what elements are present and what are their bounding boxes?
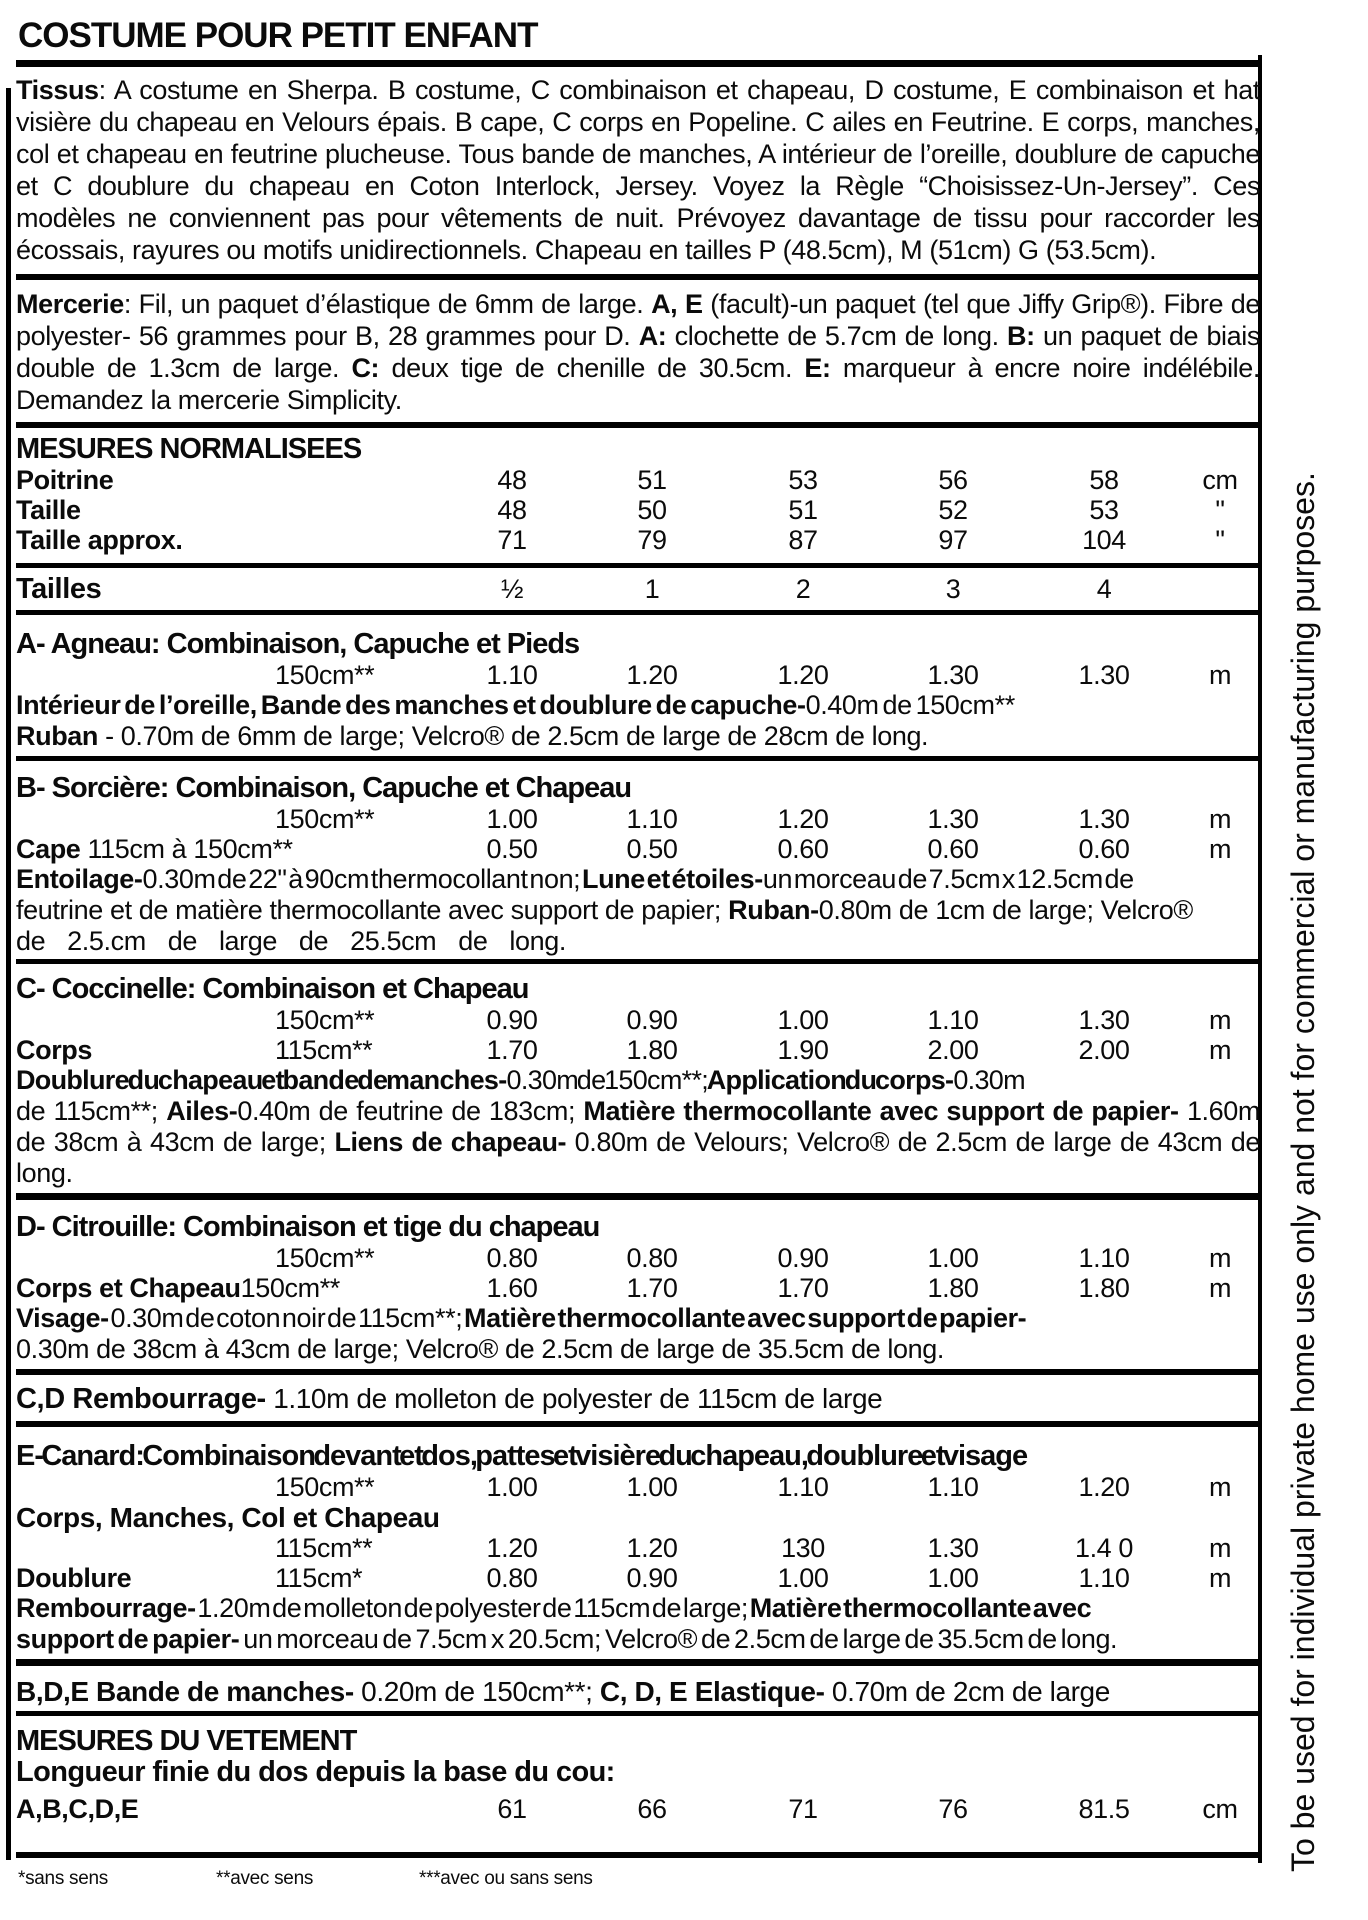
section-d-materials-line-2: 0.30m de 38cm à 43cm de large; Velcro® d… bbox=[16, 1334, 944, 1364]
section-rule bbox=[16, 1193, 1260, 1200]
right-divider-rule bbox=[1258, 55, 1262, 1863]
copyright-sidebar-note: To be used for individual private home u… bbox=[1285, 472, 1321, 1872]
section-a-yardage-row: 150cm** 1.10 1.20 1.20 1.30 1.30 m bbox=[275, 660, 1232, 690]
body-measurements-heading: MESURES NORMALISEES bbox=[16, 433, 362, 465]
footnote-row: *sans sens **avec sens ***avec ou sans s… bbox=[16, 1868, 1260, 1892]
footnote-with-or-without-nap: ***avec ou sans sens bbox=[419, 1868, 593, 1889]
section-c-body-row: Corps 115cm** 1.70 1.80 1.90 2.00 2.00 m bbox=[16, 1035, 1232, 1065]
section-e-subheading: Corps, Manches, Col et Chapeau bbox=[16, 1502, 440, 1533]
section-b-materials-line-2: feutrine et de matière thermocollante av… bbox=[16, 895, 1193, 925]
section-e-yardage-row-1: 150cm** 1.00 1.00 1.10 1.10 1.20 m bbox=[275, 1472, 1232, 1502]
table-row-waist: Taille 48 50 51 52 53 " bbox=[16, 495, 1225, 525]
section-d-yardage-row: 150cm** 0.80 0.80 0.90 1.00 1.10 m bbox=[275, 1243, 1232, 1273]
main-content: COSTUME POUR PETIT ENFANT Tissus: A cost… bbox=[16, 12, 1260, 1892]
section-rule bbox=[16, 1369, 1260, 1375]
section-c-materials-line-1: Doublure du chapeau et bande de manches-… bbox=[16, 1065, 1026, 1095]
section-b-heading: B- Sorcière: Combinaison, Capuche et Cha… bbox=[16, 772, 632, 804]
notions-paragraph: Mercerie: Fil, un paquet d’élastique de … bbox=[16, 289, 1260, 415]
section-rule bbox=[16, 610, 1260, 615]
bde-band-line: B,D,E Bande de manches- 0.20m de 150cm**… bbox=[16, 1676, 1110, 1707]
section-d-body-hat-row: Corps et Chapeau150cm** 1.60 1.70 1.70 1.80 1… bbox=[16, 1273, 1232, 1303]
title-underline bbox=[16, 60, 1260, 67]
section-e-materials-line-1: Rembourrage- 1.20m de molleton de polyes… bbox=[16, 1593, 1092, 1623]
cd-padding-line: C,D Rembourrage- 1.10m de molleton de po… bbox=[16, 1383, 883, 1415]
bottom-rule bbox=[16, 1852, 1260, 1858]
section-a-materials-line-1: Intérieur de l’oreille, Bande des manche… bbox=[16, 690, 1015, 720]
table-row-sizes: Tailles ½ 1 2 3 4 bbox=[16, 573, 1112, 605]
section-c-materials-rest: de 115cm**; Ailes-0.40m de feutrine de 1… bbox=[16, 1096, 1260, 1188]
section-e-lining-row: Doublure 115cm* 0.80 0.90 1.00 1.00 1.10 m bbox=[16, 1563, 1232, 1593]
left-border-rule bbox=[6, 88, 11, 1860]
section-rule bbox=[16, 1421, 1260, 1427]
section-rule bbox=[16, 563, 1260, 568]
section-rule bbox=[16, 1659, 1260, 1666]
section-a-materials-line-2: Ruban - 0.70m de 6mm de large; Velcro® d… bbox=[16, 721, 929, 751]
section-rule bbox=[16, 756, 1260, 761]
section-d-materials-line-1: Visage- 0.30m de coton noir de 115cm**; … bbox=[16, 1303, 1027, 1333]
section-rule bbox=[16, 1711, 1260, 1716]
garment-measurements-heading: MESURES DU VETEMENT bbox=[16, 1725, 357, 1757]
section-c-heading: C- Coccinelle: Combinaison et Chapeau bbox=[16, 973, 529, 1005]
garment-length-row: A,B,C,D,E 61 66 71 76 81.5 cm bbox=[16, 1794, 1238, 1824]
section-b-materials-line-1: Entoilage-0.30m de 22" à 90cm thermocoll… bbox=[16, 864, 1134, 894]
section-rule bbox=[16, 422, 1260, 428]
fabrics-lead: Tissus bbox=[16, 75, 99, 105]
table-row-height: Taille approx. 71 79 87 97 104 " bbox=[16, 525, 1225, 555]
garment-measurements-subheading: Longueur finie du dos depuis la base du … bbox=[16, 1756, 615, 1788]
table-row-chest: Poitrine 48 51 53 56 58 cm bbox=[16, 465, 1238, 495]
page-title: COSTUME POUR PETIT ENFANT bbox=[18, 16, 538, 55]
section-b-materials-line-3: de 2.5.cm de large de 25.5cm de long. bbox=[16, 926, 566, 956]
section-e-heading: E- Canard: Combinaison devant et dos, pa… bbox=[16, 1440, 1028, 1472]
section-b-yardage-row: 150cm** 1.00 1.10 1.20 1.30 1.30 m bbox=[275, 804, 1232, 834]
section-d-heading: D- Citrouille: Combinaison et tige du ch… bbox=[16, 1211, 600, 1243]
fabrics-paragraph: Tissus: A costume en Sherpa. B costume, … bbox=[16, 74, 1260, 266]
section-rule bbox=[16, 274, 1260, 280]
fabrics-body: : A costume en Sherpa. B costume, C comb… bbox=[16, 75, 1260, 265]
section-a-heading: A- Agneau: Combinaison, Capuche et Pieds bbox=[16, 628, 580, 660]
footnote-with-nap: **avec sens bbox=[216, 1868, 314, 1889]
footnote-without-nap: *sans sens bbox=[18, 1868, 108, 1889]
section-rule bbox=[16, 959, 1260, 964]
section-e-materials-line-2: support de papier- un morceau de 7.5cm x… bbox=[16, 1624, 1118, 1654]
section-c-yardage-row: 150cm** 0.90 0.90 1.00 1.10 1.30 m bbox=[275, 1005, 1232, 1035]
section-b-cape-row: Cape 115cm à 150cm** 0.50 0.50 0.60 0.60 0.60… bbox=[16, 834, 1232, 864]
